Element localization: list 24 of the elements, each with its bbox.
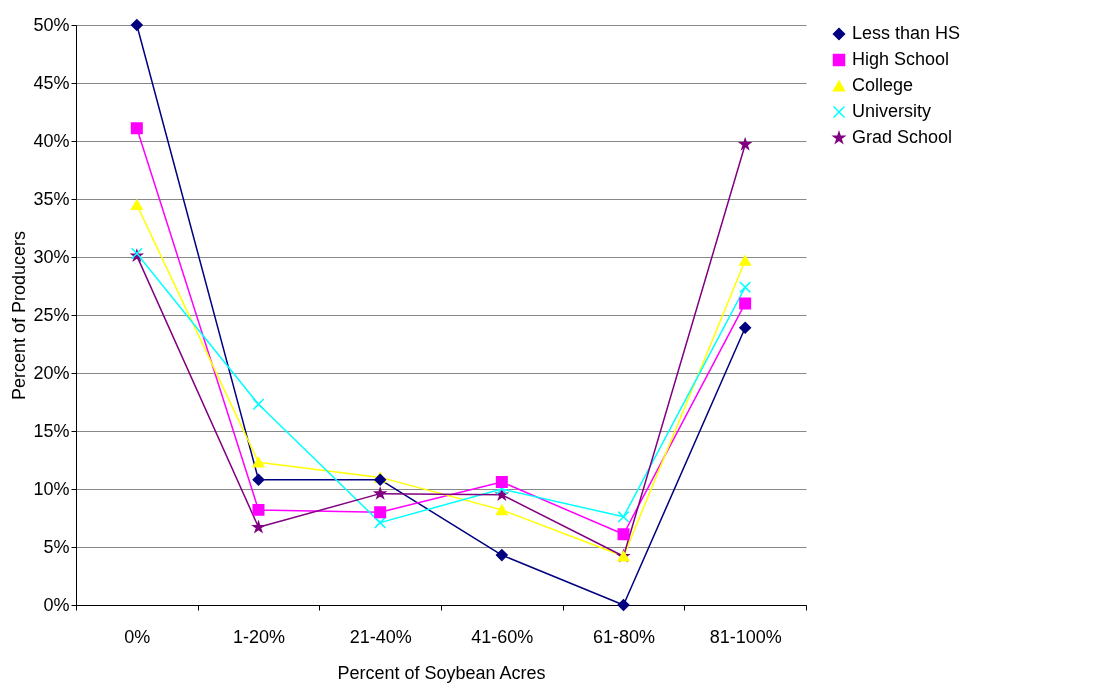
y-tick-label: 10% bbox=[33, 478, 70, 499]
y-tick-label: 20% bbox=[33, 362, 70, 383]
x-tick-label: 0% bbox=[124, 626, 151, 647]
y-tick-label: 15% bbox=[33, 420, 70, 441]
legend-label: College bbox=[852, 75, 914, 95]
legend-label: Grad School bbox=[852, 127, 953, 147]
y-tick-label: 45% bbox=[33, 72, 70, 93]
y-tick-label: 50% bbox=[33, 14, 70, 35]
y-tick-label: 25% bbox=[33, 304, 70, 325]
legend-label: University bbox=[852, 101, 932, 121]
y-tick-label: 5% bbox=[43, 536, 70, 557]
x-tick-label: 1-20% bbox=[232, 626, 286, 647]
x-tick-label: 81-100% bbox=[709, 626, 782, 647]
x-tick-label: 61-80% bbox=[592, 626, 656, 647]
y-tick-label: 0% bbox=[43, 594, 70, 615]
x-tick-label: 21-40% bbox=[349, 626, 412, 647]
y-axis-title: Percent of Producers bbox=[9, 230, 30, 401]
legend-label: Less than HS bbox=[852, 23, 961, 43]
y-tick-label: 40% bbox=[33, 130, 70, 151]
x-tick-label: 41-60% bbox=[471, 626, 534, 647]
x-axis-title: Percent of Soybean Acres bbox=[337, 662, 546, 683]
y-tick-label: 30% bbox=[33, 246, 70, 267]
y-tick-label: 35% bbox=[33, 188, 70, 209]
legend-label: High School bbox=[852, 49, 950, 69]
